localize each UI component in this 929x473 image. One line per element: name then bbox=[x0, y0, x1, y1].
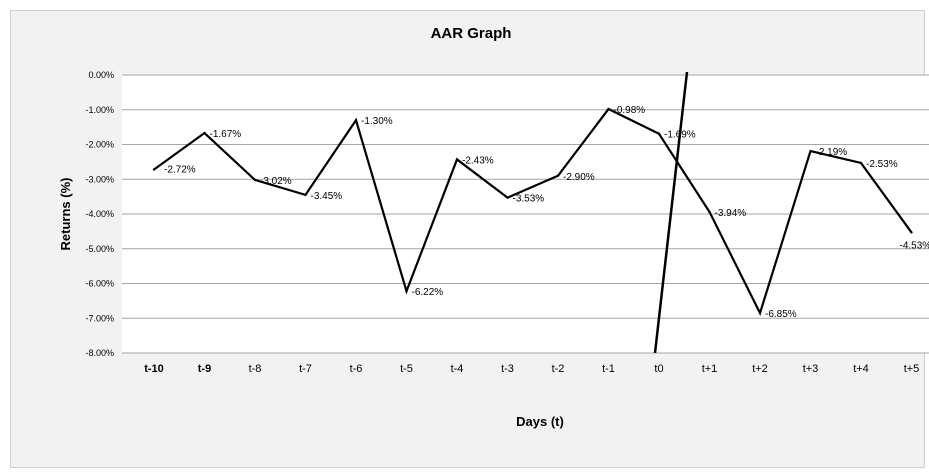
y-tick-label: -8.00% bbox=[85, 348, 114, 358]
x-tick-label: t-4 bbox=[451, 363, 464, 375]
data-point bbox=[253, 178, 257, 182]
data-labels: -2.72% -1.67% -3.02% -3.45% -1.30% -6.22% -2.4… bbox=[152, 105, 929, 320]
x-tick-label: t-1 bbox=[602, 363, 615, 375]
data-label: -6.85% bbox=[765, 309, 797, 320]
x-tick-label: t+5 bbox=[904, 363, 920, 375]
y-tick-label: -7.00% bbox=[85, 313, 114, 323]
data-label: -3.94% bbox=[715, 208, 747, 219]
x-tick-label: t+3 bbox=[803, 363, 819, 375]
data-label: -6.22% bbox=[412, 287, 444, 298]
y-tick-label: -6.00% bbox=[85, 279, 114, 289]
series-line bbox=[153, 107, 913, 316]
y-axis-title: Returns (%) bbox=[58, 178, 73, 251]
data-point bbox=[405, 289, 408, 293]
data-label: -3.02% bbox=[260, 176, 292, 187]
data-point bbox=[354, 118, 358, 122]
data-point bbox=[506, 196, 509, 199]
x-axis-ticks: t-10 t-9 t-8 t-7 t-6 t-5 t-4 t-3 t-2 t-1 t0 t+1 t+2 t… bbox=[144, 363, 919, 375]
data-point bbox=[455, 158, 459, 161]
x-tick-label: t-7 bbox=[299, 363, 312, 375]
data-point bbox=[758, 311, 762, 315]
y-tick-label: -1.00% bbox=[85, 105, 114, 115]
x-tick-label: t-3 bbox=[501, 363, 514, 375]
y-tick-label: -5.00% bbox=[85, 244, 114, 254]
data-point bbox=[607, 107, 610, 111]
x-tick-label: t-5 bbox=[400, 363, 413, 375]
gridlines bbox=[122, 74, 929, 354]
y-axis-ticks: 0.00% -1.00% -2.00% -3.00% -4.00% -5.00% -6.00… bbox=[85, 70, 114, 358]
data-point bbox=[556, 174, 560, 177]
x-tick-label: t-10 bbox=[144, 363, 164, 375]
x-tick-label: t+2 bbox=[752, 363, 768, 375]
data-point bbox=[910, 231, 913, 234]
data-label: -3.45% bbox=[311, 191, 343, 202]
x-tick-label: t-9 bbox=[198, 363, 211, 375]
x-tick-label: t-6 bbox=[350, 363, 363, 375]
data-point bbox=[203, 131, 206, 135]
x-tick-label: t+4 bbox=[853, 363, 869, 375]
data-point bbox=[809, 149, 812, 153]
y-tick-label: -2.00% bbox=[85, 140, 114, 150]
data-label: -2.53% bbox=[866, 159, 898, 170]
data-label: -2.90% bbox=[563, 172, 595, 183]
y-tick-label: 0.00% bbox=[88, 70, 114, 80]
data-label: -2.19% bbox=[816, 147, 848, 158]
data-label: -4.53% bbox=[900, 240, 929, 251]
x-tick-label: t-8 bbox=[249, 363, 262, 375]
event-day-line bbox=[653, 71, 689, 354]
x-tick-label: t-2 bbox=[552, 363, 565, 375]
data-point bbox=[708, 210, 711, 214]
data-point bbox=[304, 193, 307, 197]
data-point bbox=[657, 132, 661, 135]
y-tick-label: -3.00% bbox=[85, 174, 114, 184]
x-tick-label: t0 bbox=[654, 363, 663, 375]
data-label: -2.43% bbox=[462, 155, 494, 166]
data-label: -1.69% bbox=[664, 130, 696, 141]
x-tick-label: t+1 bbox=[702, 363, 718, 375]
x-axis-title: Days (t) bbox=[516, 414, 564, 429]
data-point bbox=[152, 168, 156, 171]
data-point bbox=[859, 161, 863, 165]
data-label: -3.53% bbox=[513, 194, 545, 205]
data-label: -2.72% bbox=[164, 165, 196, 176]
data-label: -1.30% bbox=[361, 116, 393, 127]
data-label: -1.67% bbox=[210, 129, 242, 140]
data-label: -0.98% bbox=[614, 105, 646, 116]
y-tick-label: -4.00% bbox=[85, 209, 114, 219]
chart-title: AAR Graph bbox=[431, 25, 512, 42]
